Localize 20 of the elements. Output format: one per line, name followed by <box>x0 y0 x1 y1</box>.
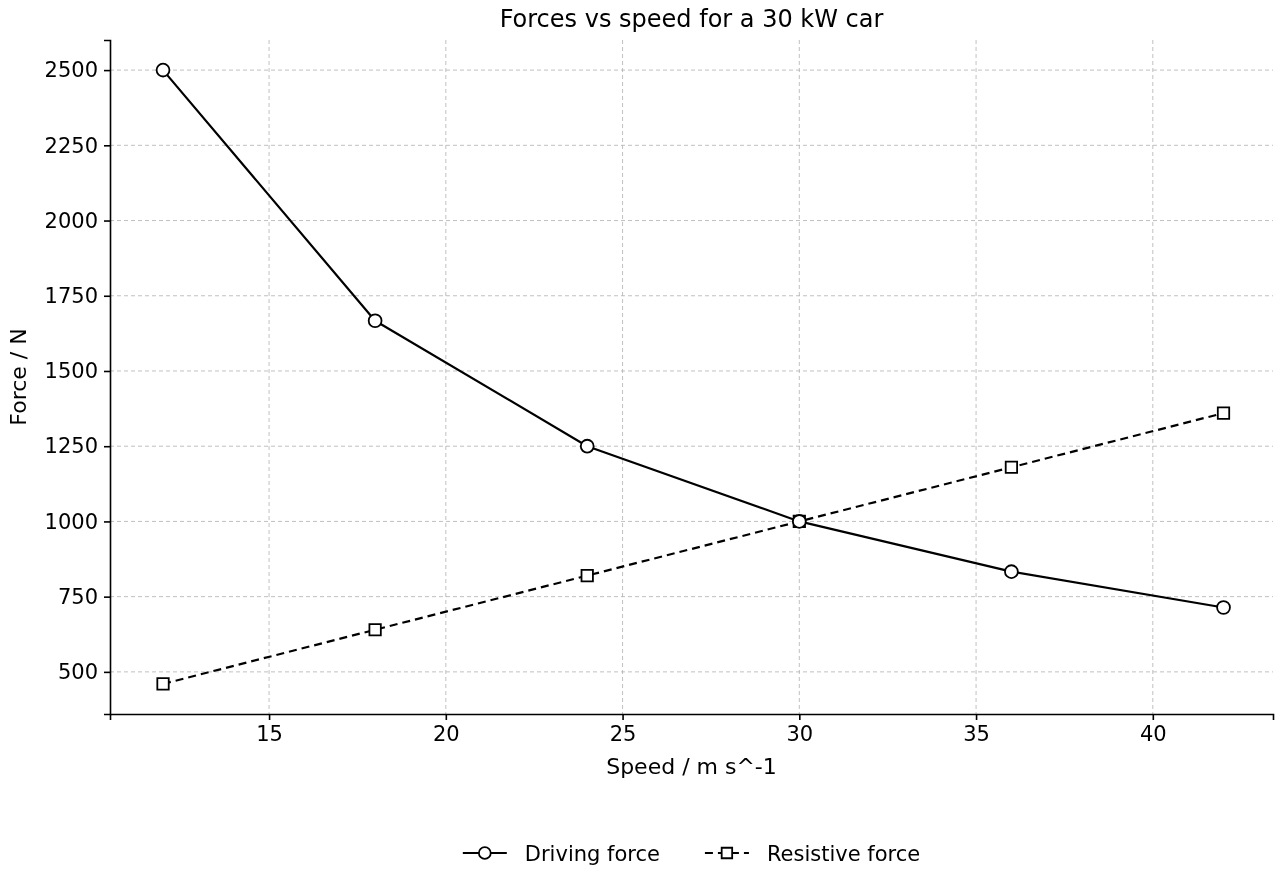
y-tick-label: 1250 <box>44 434 98 459</box>
x-tick-label: 30 <box>786 721 814 746</box>
y-tick-label: 1750 <box>44 283 98 308</box>
legend-label: Resistive force <box>766 842 921 866</box>
x-axis-title: Speed / m s^-1 <box>606 754 777 779</box>
x-tick-label: 25 <box>609 721 637 746</box>
legend-label: Driving force <box>524 842 660 866</box>
y-tick-label: 1500 <box>44 359 98 384</box>
chart-title: Forces vs speed for a 30 kW car <box>499 5 884 33</box>
x-tick-label: 35 <box>963 721 990 746</box>
y-tick-label: 750 <box>57 584 98 609</box>
y-tick-label: 500 <box>57 660 98 685</box>
y-tick-label: 2500 <box>44 58 98 83</box>
y-axis-title: Force / N <box>6 328 31 426</box>
x-tick-label: 15 <box>256 721 283 746</box>
x-tick-label: 20 <box>432 721 460 746</box>
x-tick-label: 40 <box>1139 721 1167 746</box>
y-tick-label: 2000 <box>44 208 98 233</box>
y-tick-label: 1000 <box>44 509 98 534</box>
y-tick-label: 2250 <box>44 133 98 158</box>
